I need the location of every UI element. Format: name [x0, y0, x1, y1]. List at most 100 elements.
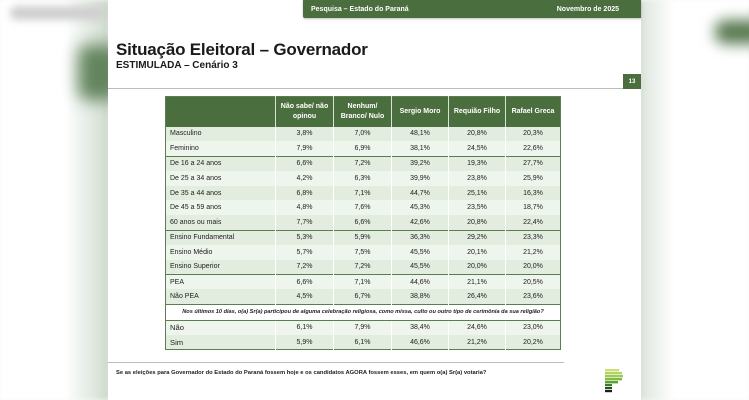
cell: 7,9%: [333, 320, 392, 335]
slide-title: Situação Eleitoral – Governador: [116, 40, 368, 59]
row-label: De 45 a 59 anos: [165, 200, 276, 216]
cell: 45,5%: [391, 244, 449, 260]
table-header-row: Não sabe/ não opinou Nenhum/ Branco/ Nul…: [165, 96, 561, 127]
slide-subtitle: ESTIMULADA – Cenário 3: [116, 60, 238, 71]
divider: [108, 88, 623, 89]
row-label: Sim: [165, 334, 276, 350]
cell: 21,2%: [505, 244, 561, 260]
table-row: PEA 6,6% 7,1% 44,6% 21,1% 20,5%: [165, 273, 561, 290]
cell: 45,5%: [391, 259, 449, 275]
cell: 23,8%: [448, 170, 506, 186]
table-row: Feminino 7,9% 6,9% 38,1% 24,5% 22,6%: [165, 141, 561, 157]
cell: 23,6%: [505, 289, 561, 305]
cell: 4,8%: [275, 200, 334, 216]
cell: 39,2%: [391, 155, 449, 171]
table-row: Ensino Superior 7,2% 7,2% 45,5% 20,0% 20…: [165, 259, 561, 275]
cell: 23,0%: [505, 320, 561, 335]
cell: 4,2%: [275, 170, 334, 186]
blurred-background-element: [10, 6, 105, 20]
cell: 7,1%: [333, 185, 392, 201]
cell: 20,8%: [448, 126, 506, 142]
cell: 6,1%: [333, 334, 392, 350]
cell: 6,1%: [275, 320, 334, 335]
column-header-segment: [165, 96, 276, 127]
cell: 6,6%: [275, 273, 334, 290]
column-header-nao-sabe: Não sabe/ não opinou: [275, 96, 334, 127]
cell: 38,4%: [391, 320, 449, 335]
table-row: Sim 5,9% 6,1% 46,6% 21,2% 20,2%: [165, 334, 561, 350]
cell: 7,5%: [333, 244, 392, 260]
cell: 20,0%: [448, 259, 506, 275]
cell: 23,5%: [448, 200, 506, 216]
cell: 19,3%: [448, 155, 506, 171]
column-header-sergio-moro: Sergio Moro: [391, 96, 449, 127]
cell: 38,1%: [391, 141, 449, 157]
cell: 20,3%: [505, 126, 561, 142]
cell: 6,6%: [333, 215, 392, 231]
cell: 25,9%: [505, 170, 561, 186]
row-label: 60 anos ou mais: [165, 215, 276, 231]
column-header-rafael-greca: Rafael Greca: [505, 96, 561, 127]
row-label: De 35 a 44 anos: [165, 185, 276, 201]
page-number-badge: 13: [623, 74, 641, 89]
row-label: Não: [165, 320, 276, 335]
table-row: De 25 a 34 anos 4,2% 6,3% 39,9% 23,8% 25…: [165, 170, 561, 186]
cell: 5,7%: [275, 244, 334, 260]
cell: 7,1%: [333, 273, 392, 290]
cell: 24,5%: [448, 141, 506, 157]
cell: 5,9%: [333, 229, 392, 245]
cell: 44,7%: [391, 185, 449, 201]
cell: 22,6%: [505, 141, 561, 157]
table-row: De 16 a 24 anos 6,6% 7,2% 39,2% 19,3% 27…: [165, 155, 561, 171]
row-label: Feminino: [165, 141, 276, 157]
row-label: Ensino Fundamental: [165, 229, 276, 245]
table-row: De 45 a 59 anos 4,8% 7,6% 45,3% 23,5% 18…: [165, 200, 561, 216]
cell: 6,7%: [333, 289, 392, 305]
cell: 20,1%: [448, 244, 506, 260]
table-row: 60 anos ou mais 7,7% 6,6% 42,6% 20,8% 22…: [165, 215, 561, 231]
cell: 16,3%: [505, 185, 561, 201]
cell: 22,4%: [505, 215, 561, 231]
cell: 7,2%: [333, 259, 392, 275]
cell: 6,9%: [333, 141, 392, 157]
table-row: Ensino Fundamental 5,3% 5,9% 36,3% 29,2%…: [165, 229, 561, 245]
divider: [108, 362, 564, 363]
cell: 6,8%: [275, 185, 334, 201]
cell: 39,9%: [391, 170, 449, 186]
row-label: De 16 a 24 anos: [165, 155, 276, 171]
row-label: De 25 a 34 anos: [165, 170, 276, 186]
cell: 27,7%: [505, 155, 561, 171]
cell: 20,0%: [505, 259, 561, 275]
row-label: Masculino: [165, 126, 276, 142]
cell: 36,3%: [391, 229, 449, 245]
cell: 3,8%: [275, 126, 334, 142]
blurred-background-element: [715, 20, 749, 44]
cell: 46,6%: [391, 334, 449, 350]
cell: 45,3%: [391, 200, 449, 216]
cell: 7,2%: [333, 155, 392, 171]
cell: 29,2%: [448, 229, 506, 245]
religion-question: Nos últimos 10 dias, o(a) Sr(a) particip…: [165, 303, 561, 321]
religion-question-row: Nos últimos 10 dias, o(a) Sr(a) particip…: [165, 303, 561, 321]
cell: 7,9%: [275, 141, 334, 157]
column-header-nenhum: Nenhum/ Branco/ Nulo: [333, 96, 392, 127]
cell: 20,8%: [448, 215, 506, 231]
cell: 42,6%: [391, 215, 449, 231]
slide-header-bar: Pesquisa – Estado do Paraná Novembro de …: [303, 0, 641, 18]
table-row: De 35 a 44 anos 6,8% 7,1% 44,7% 25,1% 16…: [165, 185, 561, 201]
column-header-requiao-filho: Requião Filho: [448, 96, 506, 127]
cell: 23,3%: [505, 229, 561, 245]
question-footnote: Se as eleições para Governador do Estado…: [116, 370, 487, 376]
cell: 7,6%: [333, 200, 392, 216]
cell: 20,2%: [505, 334, 561, 350]
cell: 5,3%: [275, 229, 334, 245]
table-row: Masculino 3,8% 7,0% 48,1% 20,8% 20,3%: [165, 126, 561, 142]
table-row: Não PEA 4,5% 6,7% 38,8% 26,4% 23,6%: [165, 289, 561, 305]
cell: 6,6%: [275, 155, 334, 171]
p-logo-icon: [605, 369, 623, 393]
cell: 26,4%: [448, 289, 506, 305]
cell: 38,8%: [391, 289, 449, 305]
survey-label: Pesquisa – Estado do Paraná: [311, 5, 409, 13]
row-label: Ensino Superior: [165, 259, 276, 275]
row-label: Ensino Médio: [165, 244, 276, 260]
